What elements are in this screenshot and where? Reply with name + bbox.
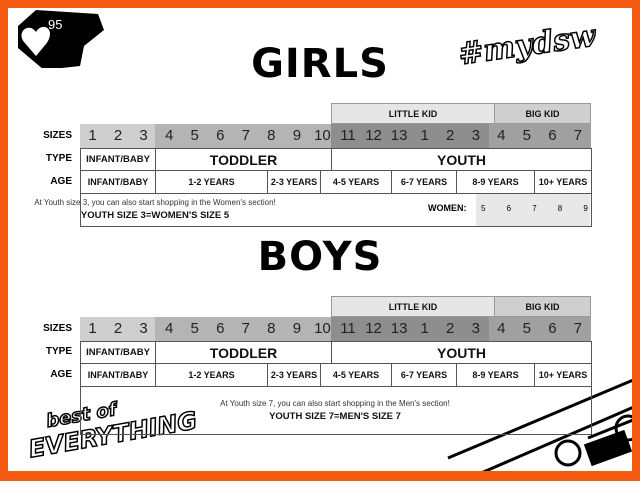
women-label: WOMEN: <box>428 203 467 213</box>
size-value: 2 <box>446 320 455 337</box>
size-value: 8 <box>267 127 276 144</box>
little-kid-header: LITTLE KID <box>331 103 495 124</box>
size-value: 9 <box>292 127 302 144</box>
size-value: 6 <box>216 127 225 144</box>
women-size: 5 <box>481 204 486 213</box>
girls-title: GIRLS <box>251 41 389 87</box>
note-box <box>80 193 592 227</box>
age-label: AGE <box>50 176 72 187</box>
boys-title: BOYS <box>257 234 383 280</box>
big-kid-header: BIG KID <box>494 103 591 124</box>
women-size: 8 <box>557 204 563 213</box>
size-value: 4 <box>497 320 506 337</box>
age-cell: 6-7 YEARS <box>391 170 457 194</box>
type-cell: INFANT/BABY <box>80 148 156 171</box>
size-value: 1 <box>420 320 429 337</box>
size-value: 4 <box>164 320 174 337</box>
size-value: 10 <box>314 127 331 144</box>
hashtag-logo: #mydsw <box>455 18 598 73</box>
size-value: 5 <box>190 320 199 337</box>
sizes-label: SIZES <box>43 323 72 334</box>
women-size: 9 <box>583 204 588 213</box>
note-bold-text: YOUTH SIZE 7=MEN'S SIZE 7 <box>269 410 401 422</box>
size-value: 5 <box>190 127 199 144</box>
size-value: 2 <box>113 127 123 144</box>
women-size: 7 <box>532 204 537 213</box>
size-value: 8 <box>267 320 276 337</box>
note-box <box>80 386 592 435</box>
type-cell: TODDLER <box>155 341 332 364</box>
size-value: 6 <box>548 320 557 337</box>
size-value: 1 <box>88 127 97 144</box>
age-cell: 4-5 YEARS <box>320 170 392 194</box>
sizes-band <box>489 317 591 341</box>
size-value: 7 <box>573 127 583 144</box>
little-kid-header: LITTLE KID <box>331 296 495 317</box>
size-value: 13 <box>390 127 408 144</box>
sizes-band <box>331 124 489 148</box>
age-cell: 1-2 YEARS <box>155 363 268 387</box>
like-badge <box>18 10 104 68</box>
cassette-illustration <box>447 378 632 471</box>
size-value: 1 <box>420 127 429 144</box>
size-value: 5 <box>522 320 532 337</box>
size-value: 12 <box>365 320 382 337</box>
big-kid-header: BIG KID <box>494 296 591 317</box>
size-value: 1 <box>88 320 97 337</box>
type-cell: INFANT/BABY <box>80 341 156 364</box>
size-value: 12 <box>365 127 382 144</box>
type-cell: YOUTH <box>331 341 592 364</box>
age-cell: 6-7 YEARS <box>391 363 457 387</box>
size-value: 13 <box>390 320 408 337</box>
note-text: At Youth size 3, you can also start shop… <box>34 198 276 207</box>
sizes-band <box>489 124 591 148</box>
type-label: TYPE <box>45 153 72 164</box>
size-value: 5 <box>522 127 532 144</box>
sizes-band <box>80 317 155 341</box>
size-value: 6 <box>548 127 557 144</box>
age-cell: 10+ YEARS <box>534 363 592 387</box>
age-cell: 8-9 YEARS <box>456 363 535 387</box>
heart-icon <box>21 26 50 56</box>
type-label: TYPE <box>45 346 72 357</box>
size-value: 7 <box>241 320 250 337</box>
women-band <box>476 194 590 226</box>
age-label: AGE <box>50 369 72 380</box>
size-value: 4 <box>164 127 174 144</box>
size-value: 2 <box>446 127 455 144</box>
like-count: 95 <box>48 17 63 32</box>
age-cell: INFANT/BABY <box>80 170 156 194</box>
size-value: 3 <box>139 127 148 144</box>
sizes-label: SIZES <box>43 130 72 141</box>
size-value: 3 <box>139 320 148 337</box>
size-value: 7 <box>573 320 583 337</box>
type-cell: TODDLER <box>155 148 332 171</box>
age-cell: INFANT/BABY <box>80 363 156 387</box>
size-value: 4 <box>497 127 506 144</box>
sizes-band <box>80 124 155 148</box>
size-value: 6 <box>216 320 225 337</box>
age-cell: 4-5 YEARS <box>320 363 392 387</box>
sizes-band <box>155 124 331 148</box>
age-cell: 10+ YEARS <box>534 170 592 194</box>
size-value: 9 <box>292 320 302 337</box>
size-value: 11 <box>340 320 356 337</box>
note-text: At Youth size 7, you can also start shop… <box>220 398 450 408</box>
size-value: 2 <box>113 320 123 337</box>
women-size: 6 <box>506 204 512 213</box>
age-cell: 8-9 YEARS <box>456 170 535 194</box>
age-cell: 2-3 YEARS <box>267 363 321 387</box>
size-value: 7 <box>241 127 250 144</box>
size-value: 3 <box>471 127 480 144</box>
note-bold-text: YOUTH SIZE 3=WOMEN'S SIZE 5 <box>80 210 230 221</box>
age-cell: 2-3 YEARS <box>267 170 321 194</box>
sizes-band <box>155 317 331 341</box>
age-cell: 1-2 YEARS <box>155 170 268 194</box>
type-cell: YOUTH <box>331 148 592 171</box>
size-value: 3 <box>471 320 480 337</box>
size-value: 11 <box>340 127 356 144</box>
sizes-band <box>331 317 489 341</box>
size-value: 10 <box>314 320 331 337</box>
